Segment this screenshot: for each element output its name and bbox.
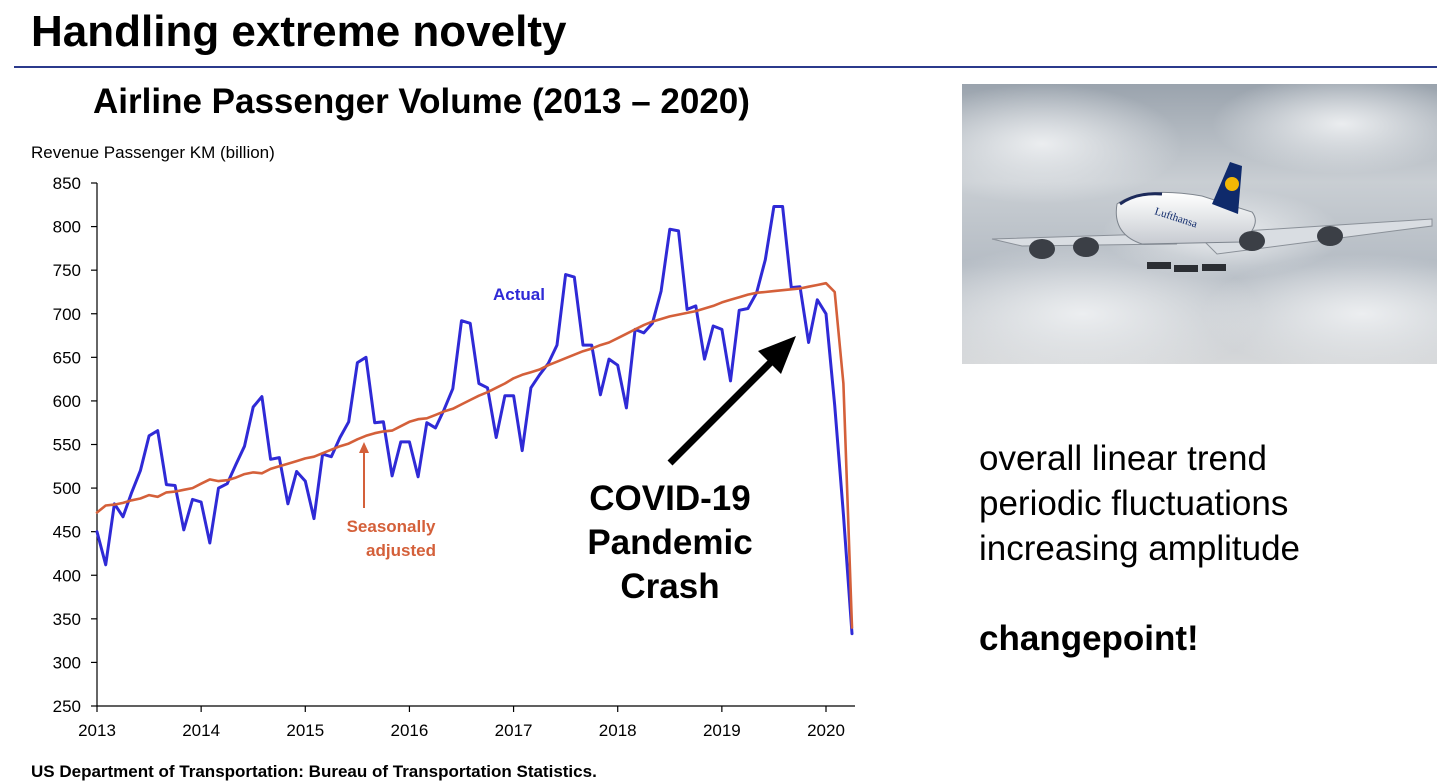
chart-title: Airline Passenger Volume (2013 – 2020)	[93, 82, 750, 121]
airplane-photo: Lufthansa	[962, 84, 1437, 364]
note-periodic: periodic fluctuations	[979, 484, 1289, 523]
series-group	[95, 205, 854, 636]
x-tick-label: 2020	[807, 721, 845, 740]
seasonally-adjusted-series-line	[95, 281, 854, 629]
y-tick-label: 250	[53, 697, 81, 716]
covid-crash-label: COVID-19 Pandemic Crash	[587, 479, 752, 606]
y-tick-label: 600	[53, 392, 81, 411]
y-tick-label: 700	[53, 305, 81, 324]
x-tick-label: 2016	[391, 721, 429, 740]
actual-series-line	[95, 205, 854, 636]
note-changepoint: changepoint!	[979, 619, 1199, 658]
x-tick-label: 2013	[78, 721, 116, 740]
x-tick-label: 2018	[599, 721, 637, 740]
y-tick-label: 350	[53, 610, 81, 629]
y-tick-label: 400	[53, 566, 81, 585]
x-tick-label: 2019	[703, 721, 741, 740]
notes-panel: overall linear trend periodic fluctuatio…	[979, 436, 1300, 661]
note-linear-trend: overall linear trend	[979, 439, 1267, 478]
y-tick-label: 300	[53, 653, 81, 672]
x-tick-label: 2017	[495, 721, 533, 740]
x-ticks: 2013 2014 2015 2016 2017 2018 2019 2020	[78, 706, 845, 740]
y-tick-label: 450	[53, 523, 81, 542]
annotations-group: Actual Seasonally adjusted COVID-19 Pandemic…	[347, 285, 796, 606]
seasonally-adjusted-arrow-head	[359, 442, 369, 453]
seasonally-adjusted-label: Seasonally adjusted	[347, 517, 436, 560]
airplane-icon: Lufthansa	[991, 162, 1433, 272]
note-amplitude: increasing amplitude	[979, 529, 1301, 568]
title-divider	[14, 66, 1437, 68]
y-tick-label: 500	[53, 479, 81, 498]
y-tick-label: 750	[53, 261, 81, 280]
y-ticks: 250 300 350 400 450 500 550 600 650 700 750 800 850	[53, 174, 97, 716]
x-tick-label: 2014	[182, 721, 220, 740]
covid-arrow-shaft	[667, 355, 778, 466]
covid-arrow-head	[758, 336, 796, 374]
y-tick-label: 650	[53, 348, 81, 367]
source-citation: US Department of Transportation: Bureau …	[31, 762, 597, 781]
y-tick-label: 550	[53, 436, 81, 455]
y-tick-label: 800	[53, 218, 81, 237]
x-tick-label: 2015	[286, 721, 324, 740]
actual-label: Actual	[493, 285, 545, 304]
passenger-volume-chart: Revenue Passenger KM (billion) 250 300 350…	[31, 143, 855, 740]
y-tick-label: 850	[53, 174, 81, 193]
slide-title: Handling extreme novelty	[31, 7, 567, 56]
y-axis-label: Revenue Passenger KM (billion)	[31, 143, 275, 162]
